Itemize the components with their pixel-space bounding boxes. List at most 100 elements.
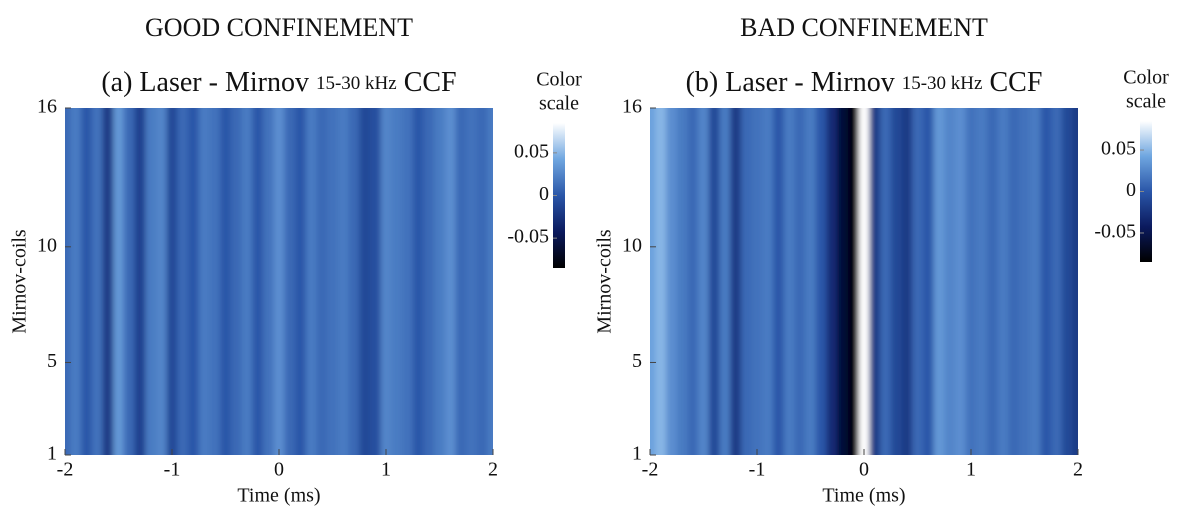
- heat-stripe: [783, 108, 795, 455]
- panel-title: (b) Laser - Mirnov 15-30 kHz CCF: [686, 67, 1043, 98]
- heat-stripe: [1040, 108, 1052, 455]
- heat-stripe: [230, 108, 243, 455]
- y-tick-label: 1: [47, 443, 57, 465]
- heat-stripe: [912, 108, 924, 455]
- heat-stripe: [869, 108, 881, 455]
- title-main: (b) Laser - Mirnov: [686, 67, 895, 98]
- heat-stripe: [730, 108, 742, 455]
- heat-stripe: [655, 108, 667, 455]
- colorbar-tick-label: 0: [1126, 179, 1136, 201]
- heat-stripe: [145, 108, 157, 455]
- heat-stripe: [81, 108, 93, 455]
- heat-stripe: [455, 108, 467, 455]
- title-suffix: CCF: [989, 67, 1042, 98]
- heat-stripe: [650, 108, 656, 455]
- colorbar-label: scale: [1126, 91, 1166, 113]
- heat-stripe: [1008, 108, 1020, 455]
- heat-stripe: [965, 108, 977, 455]
- heat-stripe: [134, 108, 146, 455]
- heat-stripe: [997, 108, 1009, 455]
- y-axis-label: Mirnov-coils: [9, 229, 31, 334]
- y-tick-label: 1: [632, 443, 642, 465]
- panel-heading: GOOD CONFINEMENT: [145, 13, 413, 42]
- heat-stripe: [284, 108, 296, 455]
- colorbar: [553, 123, 565, 268]
- heat-stripe: [944, 108, 956, 455]
- heat-stripe: [444, 108, 457, 455]
- heat-stripe: [166, 108, 178, 455]
- panel-heading: BAD CONFINEMENT: [740, 13, 988, 42]
- heat-stripe: [708, 108, 721, 455]
- title-band: 15-30 kHz: [902, 73, 983, 94]
- heat-stripe: [65, 108, 71, 455]
- heat-stripe: [466, 108, 478, 455]
- heat-stripe: [252, 108, 264, 455]
- heat-stripe: [316, 108, 328, 455]
- colorbar-label: Color: [1123, 67, 1169, 89]
- heat-stripe: [698, 108, 710, 455]
- heatmap-cells: [650, 108, 1078, 455]
- heat-stripe: [826, 108, 838, 455]
- colorbar: [1140, 121, 1152, 262]
- heat-stripe: [198, 108, 210, 455]
- heat-stripe: [847, 108, 860, 455]
- heat-stripe: [487, 108, 493, 455]
- heat-stripe: [987, 108, 999, 455]
- heat-stripe: [1019, 108, 1031, 455]
- x-tick-label: 2: [1073, 459, 1083, 481]
- heat-stripe: [241, 108, 253, 455]
- x-tick-label: -2: [57, 459, 74, 481]
- panel-title: (a) Laser - Mirnov 15-30 kHz CCF: [101, 67, 456, 98]
- colorbar-tick-label: 0: [539, 183, 549, 205]
- heatmap: [650, 108, 1078, 455]
- heat-stripe: [70, 108, 82, 455]
- heat-stripe: [976, 108, 988, 455]
- x-tick-label: -1: [749, 459, 766, 481]
- heat-stripe: [262, 108, 275, 455]
- y-tick-label: 5: [47, 350, 57, 372]
- title-suffix: CCF: [404, 67, 457, 98]
- y-axis-label: Mirnov-coils: [594, 229, 616, 334]
- x-tick-label: 1: [966, 459, 976, 481]
- x-axis-label: Time (ms): [237, 485, 320, 507]
- heatmap: [65, 108, 493, 455]
- x-tick-label: 2: [488, 459, 498, 481]
- heat-stripe: [91, 108, 103, 455]
- heat-stripe: [220, 108, 232, 455]
- heat-stripe: [348, 108, 360, 455]
- heat-stripe: [751, 108, 763, 455]
- heat-stripe: [391, 108, 403, 455]
- x-tick-label: -1: [164, 459, 181, 481]
- heat-stripe: [327, 108, 339, 455]
- heat-stripe: [155, 108, 168, 455]
- heat-stripe: [676, 108, 688, 455]
- heat-stripe: [113, 108, 125, 455]
- heat-stripe: [476, 108, 489, 455]
- heat-stripe: [402, 108, 414, 455]
- heat-stripe: [858, 108, 870, 455]
- x-tick-label: 0: [274, 459, 284, 481]
- heat-stripe: [273, 108, 285, 455]
- heatmap-cells: [65, 108, 493, 455]
- heat-stripe: [719, 108, 731, 455]
- x-tick-label: 1: [381, 459, 391, 481]
- y-tick-label: 5: [632, 350, 642, 372]
- title-main: (a) Laser - Mirnov: [101, 67, 309, 98]
- heat-stripe: [123, 108, 136, 455]
- heat-stripe: [1051, 108, 1063, 455]
- heat-stripe: [805, 108, 817, 455]
- colorbar-tick-label: -0.05: [1094, 221, 1136, 243]
- heat-stripe: [359, 108, 371, 455]
- y-tick-label: 16: [37, 96, 57, 118]
- heat-stripe: [880, 108, 892, 455]
- colorbar-tick-label: 0.05: [514, 140, 549, 162]
- y-tick-label: 16: [622, 96, 642, 118]
- heat-stripe: [1061, 108, 1074, 455]
- heat-stripe: [337, 108, 350, 455]
- heat-stripe: [933, 108, 945, 455]
- heat-stripe: [1029, 108, 1042, 455]
- heat-stripe: [295, 108, 307, 455]
- colorbar-label: Color: [536, 69, 582, 91]
- heat-stripe: [815, 108, 828, 455]
